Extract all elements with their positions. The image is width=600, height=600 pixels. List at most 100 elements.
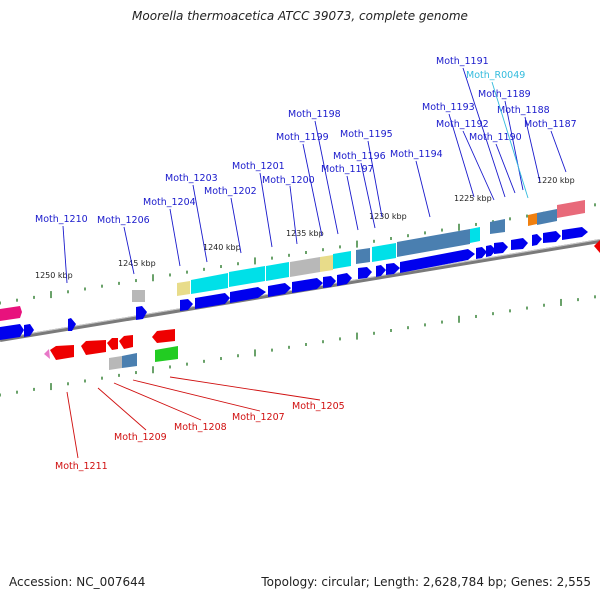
- cds-arrow: [337, 273, 352, 286]
- gene-label[interactable]: Moth_1195: [340, 129, 393, 140]
- feature-bar-cyan: [470, 227, 480, 243]
- gene-fragment-pink: [0, 306, 22, 321]
- gene-label[interactable]: Moth_1200: [262, 175, 315, 186]
- feature-bar-steelblue: [537, 209, 557, 225]
- gene-fragment-blue: [136, 306, 147, 320]
- cds-arrow-reverse: [81, 340, 106, 355]
- gene-label[interactable]: Moth_1196: [333, 151, 386, 162]
- gene-fragment-blue: [24, 324, 34, 337]
- cds-arrow: [494, 242, 508, 254]
- gene-label[interactable]: Moth_1187: [524, 119, 577, 130]
- left-fragments: [0, 290, 147, 340]
- label-leader-line: [462, 130, 495, 201]
- forward-feature-lane: [177, 200, 585, 296]
- label-leader-line: [192, 184, 208, 263]
- gene-label[interactable]: Moth_1198: [288, 109, 341, 120]
- cds-arrow: [376, 265, 386, 277]
- cds-arrow: [268, 283, 291, 297]
- gene-label[interactable]: Moth_1205: [292, 401, 345, 412]
- label-leader-line: [123, 226, 135, 275]
- cds-arrow-reverse: [594, 240, 600, 253]
- feature-bar-orange: [528, 213, 537, 226]
- rna-gene-label[interactable]: Moth_R0049: [466, 70, 525, 81]
- scale-labels: 1250 kbp 1245 kbp 1240 kbp 1235 kbp 1230 kbp…: [35, 176, 575, 280]
- gene-label[interactable]: Moth_1202: [204, 186, 257, 197]
- label-leader-line: [169, 376, 321, 401]
- label-leader-line: [62, 225, 68, 284]
- gene-label[interactable]: Moth_1189: [478, 89, 531, 100]
- label-leader-line: [346, 175, 359, 231]
- cds-arrow: [358, 267, 372, 279]
- feature-bar-cyan: [191, 273, 228, 294]
- cds-arrow: [562, 227, 588, 240]
- cds-arrow-reverse: [119, 335, 133, 349]
- label-leader-line: [504, 100, 524, 191]
- feature-bar-khaki: [177, 281, 190, 296]
- gene-label[interactable]: Moth_1210: [35, 214, 88, 225]
- map-title: Moorella thermoacetica ATCC 39073, compl…: [132, 9, 468, 23]
- cds-arrow: [400, 249, 475, 273]
- gene-label[interactable]: Moth_1208: [174, 422, 227, 433]
- feature-bar-steelblue: [122, 353, 137, 368]
- feature-bar-khaki: [320, 255, 333, 272]
- label-leader-line: [230, 197, 242, 254]
- accession-label: Accession: NC_007644: [9, 575, 146, 589]
- scale-label: 1250 kbp: [35, 271, 73, 280]
- cds-arrow: [486, 245, 496, 257]
- label-leader-line: [289, 185, 298, 245]
- cds-arrow-reverse: [152, 329, 175, 343]
- feature-bar-cyan: [333, 251, 351, 269]
- label-leader-line: [259, 172, 273, 248]
- cds-arrow: [476, 247, 487, 259]
- gene-label[interactable]: Moth_1199: [276, 132, 329, 143]
- scale-label: 1225 kbp: [454, 194, 492, 203]
- label-leader-line: [302, 143, 323, 237]
- feature-bar-cyan: [266, 262, 289, 281]
- scale-label: 1240 kbp: [203, 243, 241, 252]
- scale-label: 1235 kbp: [286, 229, 324, 238]
- label-leader-line: [462, 67, 506, 198]
- gene-label[interactable]: Moth_1204: [143, 197, 196, 208]
- forward-cds-lane: [180, 227, 588, 311]
- gene-label[interactable]: Moth_1191: [436, 56, 489, 67]
- scale-label: 1220 kbp: [537, 176, 575, 185]
- gene-fragment-gray: [132, 290, 145, 302]
- feature-bar-cyan: [229, 266, 265, 287]
- gene-label[interactable]: Moth_1203: [165, 173, 218, 184]
- cds-arrow: [511, 238, 528, 250]
- scale-label: 1230 kbp: [369, 212, 407, 221]
- label-leader-line: [367, 140, 383, 218]
- gene-label[interactable]: Moth_1188: [497, 105, 550, 116]
- feature-bar-steelblue: [356, 248, 370, 264]
- label-leader-line: [66, 391, 79, 459]
- gene-label[interactable]: Moth_1207: [232, 412, 285, 423]
- gene-label[interactable]: Moth_1209: [114, 432, 167, 443]
- gene-fragment-blue: [0, 324, 24, 340]
- label-leader-line: [314, 120, 339, 235]
- gene-label[interactable]: Moth_1206: [97, 215, 150, 226]
- cds-arrow: [230, 287, 266, 303]
- gene-label[interactable]: Moth_1192: [436, 119, 489, 130]
- gene-label[interactable]: Moth_1190: [469, 132, 522, 143]
- label-leader-line: [360, 162, 376, 229]
- gene-label[interactable]: Moth_1194: [390, 149, 443, 160]
- feature-bar-cyan: [372, 243, 396, 262]
- cds-arrow: [292, 278, 323, 293]
- feature-bar-steelblue: [397, 229, 470, 257]
- cds-arrow: [543, 231, 561, 243]
- feature-bar-gray: [290, 257, 320, 277]
- gene-label[interactable]: Moth_1197: [321, 164, 374, 175]
- feature-bar-gray: [109, 356, 122, 370]
- cds-arrow-reverse: [50, 345, 74, 360]
- feature-bar-salmon: [557, 200, 585, 218]
- cds-arrow: [323, 276, 336, 288]
- label-leader-line: [550, 130, 567, 173]
- cds-arrow: [180, 299, 193, 311]
- cds-arrow-reverse: [107, 338, 118, 350]
- gene-label[interactable]: Moth_1211: [55, 461, 108, 472]
- gene-label[interactable]: Moth_1193: [422, 102, 475, 113]
- gene-fragment-blue: [68, 318, 76, 331]
- cds-arrow: [195, 293, 230, 309]
- gene-label[interactable]: Moth_1201: [232, 161, 285, 172]
